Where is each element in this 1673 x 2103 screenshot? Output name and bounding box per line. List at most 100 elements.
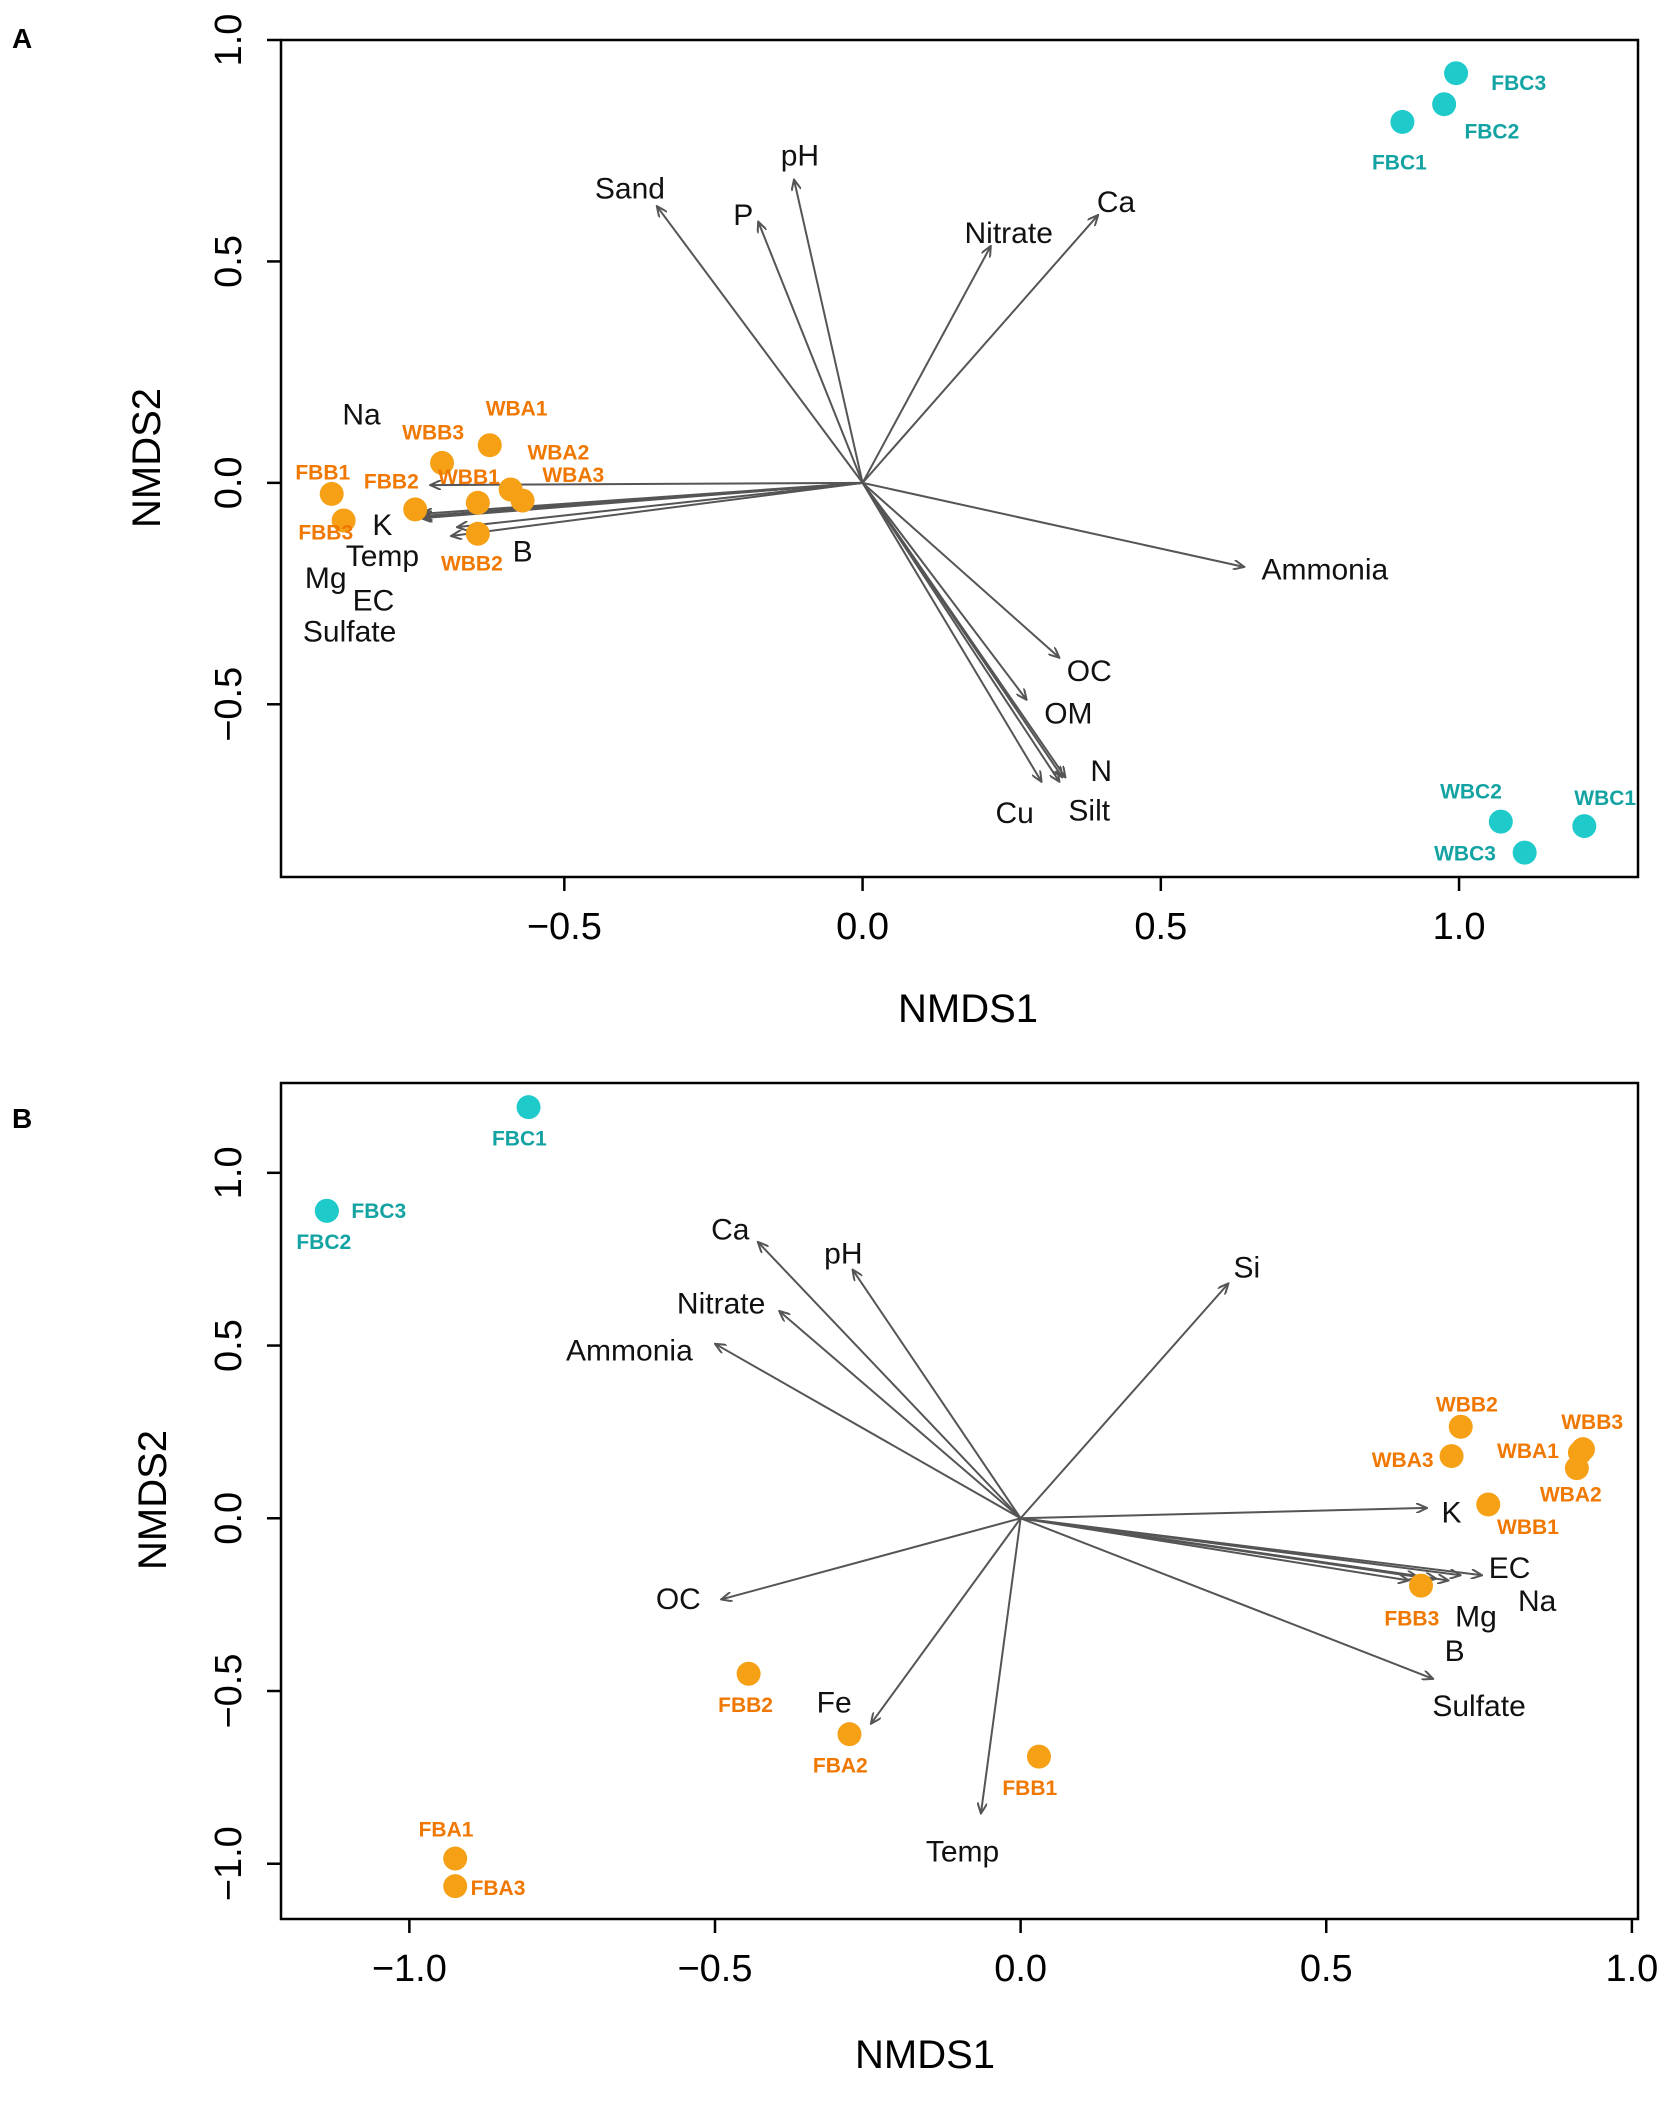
y-tick-label-b: 0.0 xyxy=(208,1492,250,1545)
sample-label-a: FBB3 xyxy=(298,521,353,544)
vector-arrow-a xyxy=(861,482,1027,700)
vector-label-b: Mg xyxy=(1455,1600,1497,1633)
vector-label-a: B xyxy=(513,536,533,569)
vector-arrow-b xyxy=(721,1517,1021,1599)
vector-label-b: EC xyxy=(1489,1552,1531,1585)
sample-point-a xyxy=(1390,109,1415,134)
sample-point-a xyxy=(1432,92,1457,117)
y-axis-label-b: NMDS2 xyxy=(131,1430,175,1570)
sample-label-a: FBC2 xyxy=(1464,121,1519,144)
sample-point-b xyxy=(516,1095,541,1120)
vector-label-b: pH xyxy=(824,1238,862,1271)
sample-point-b xyxy=(736,1661,761,1686)
sample-label-a: WBA2 xyxy=(527,442,589,465)
vector-arrow-a xyxy=(457,481,863,527)
vector-arrow-b xyxy=(779,1311,1022,1520)
x-axis-ticks-a: −0.5 0.0 0.5 1.0 xyxy=(527,877,1486,948)
x-tick-label-a: 1.0 xyxy=(1433,906,1486,948)
sample-point-b xyxy=(1026,1744,1051,1769)
x-axis-label-a: NMDS1 xyxy=(898,987,1038,1031)
vector-arrow-b xyxy=(871,1517,1022,1724)
sample-label-b: FBC1 xyxy=(492,1128,547,1151)
vector-label-b: K xyxy=(1442,1497,1462,1530)
sample-label-b: FBC3 xyxy=(351,1200,406,1223)
sample-label-a: WBB2 xyxy=(441,552,503,575)
sample-label-a: FBB1 xyxy=(295,462,350,485)
y-tick-label-a: −0.5 xyxy=(208,667,250,742)
vector-label-b: Ammonia xyxy=(566,1334,693,1367)
sample-label-a: FBC3 xyxy=(1491,72,1546,95)
sample-label-a: WBA3 xyxy=(542,464,604,487)
vector-label-b: B xyxy=(1445,1635,1465,1668)
vector-arrow-a xyxy=(794,180,864,484)
sample-label-a: FBC1 xyxy=(1372,152,1427,175)
vector-label-b: Temp xyxy=(926,1835,999,1868)
sample-point-a xyxy=(1444,61,1469,86)
sample-label-b: FBA1 xyxy=(419,1818,474,1841)
sample-label-b: FBB1 xyxy=(1002,1777,1057,1800)
plot-frame-a xyxy=(279,38,1640,879)
sample-label-b: WBB1 xyxy=(1497,1516,1559,1539)
sample-point-b xyxy=(837,1722,862,1747)
sample-label-b: FBA2 xyxy=(813,1755,868,1778)
x-axis-ticks-b: −1.0 −0.5 0.0 0.5 1.0 xyxy=(372,1919,1658,1990)
vector-arrow-b xyxy=(1019,1283,1229,1519)
vector-label-b: Na xyxy=(1518,1585,1557,1618)
sample-point-a xyxy=(477,433,502,458)
sample-point-b xyxy=(314,1198,339,1223)
vector-label-a: Nitrate xyxy=(965,217,1053,250)
vector-arrow-b xyxy=(981,1518,1022,1813)
sample-point-a xyxy=(1488,809,1513,834)
vector-arrow-b xyxy=(715,1344,1022,1520)
vector-label-a: Mg xyxy=(305,562,347,595)
sample-point-b xyxy=(443,1846,468,1871)
sample-label-b: WBA1 xyxy=(1497,1440,1559,1463)
sample-label-a: WBB1 xyxy=(438,466,500,489)
sample-label-b: FBA3 xyxy=(471,1877,526,1900)
vector-label-a: N xyxy=(1090,755,1112,788)
x-tick-label-a: 0.0 xyxy=(836,906,889,948)
vector-label-a: OM xyxy=(1044,697,1092,730)
vector-arrow-a xyxy=(861,215,1099,484)
sample-label-b: WBA3 xyxy=(1372,1449,1434,1472)
vector-arrow-a xyxy=(861,482,1060,658)
sample-label-a: WBB3 xyxy=(402,422,464,445)
vector-arrow-b xyxy=(1020,1508,1427,1520)
vector-label-b: Si xyxy=(1233,1251,1260,1284)
sample-label-b: WBA2 xyxy=(1540,1483,1602,1506)
y-tick-label-b: −1.0 xyxy=(208,1826,250,1901)
vector-label-a: Sulfate xyxy=(303,615,396,648)
y-tick-label-a: 1.0 xyxy=(208,14,250,67)
y-tick-label-a: 0.0 xyxy=(208,456,250,509)
y-axis-label-a: NMDS2 xyxy=(125,388,169,528)
sample-label-b: FBC2 xyxy=(296,1231,351,1254)
vector-arrow-a xyxy=(861,482,1042,782)
x-axis-label-b: NMDS1 xyxy=(855,2033,995,2077)
sample-point-b xyxy=(443,1874,468,1899)
x-tick-label-b: −0.5 xyxy=(677,1948,752,1990)
sample-point-a xyxy=(430,450,455,475)
y-axis-ticks-b: −1.0 −0.5 0.0 0.5 1.0 xyxy=(208,1146,281,1901)
y-axis-ticks-a: −0.5 0.0 0.5 1.0 xyxy=(208,14,281,742)
panel-a: A −0.5 0.0 0.5 1.0 −0.5 0.0 0.5 1.0 Sand PpH Nit… xyxy=(12,14,1640,1031)
vector-arrow-a xyxy=(758,222,864,484)
x-tick-label-a: 0.5 xyxy=(1134,906,1187,948)
x-tick-label-b: −1.0 xyxy=(372,1948,447,1990)
sample-label-a: WBC1 xyxy=(1574,787,1636,810)
vector-arrow-b xyxy=(1020,1517,1437,1578)
vector-label-a: Ammonia xyxy=(1261,553,1388,586)
y-tick-label-b: 0.5 xyxy=(208,1319,250,1372)
vector-arrow-a xyxy=(451,481,863,536)
vector-label-a: K xyxy=(372,509,392,542)
vector-arrow-a xyxy=(421,481,863,514)
vector-arrow-a xyxy=(861,482,1063,777)
sample-point-a xyxy=(1572,814,1597,839)
sample-label-a: WBC2 xyxy=(1440,780,1502,803)
y-tick-label-b: 1.0 xyxy=(208,1146,250,1199)
sample-label-a: FBB2 xyxy=(364,470,419,493)
sample-points-a: FBB1 FBB3 FBB2 WBB3 WBA1 WBA2 WBB1 WBA3 WBB2 FBC3… xyxy=(295,61,1636,865)
sample-label-a: WBC3 xyxy=(1434,842,1496,865)
